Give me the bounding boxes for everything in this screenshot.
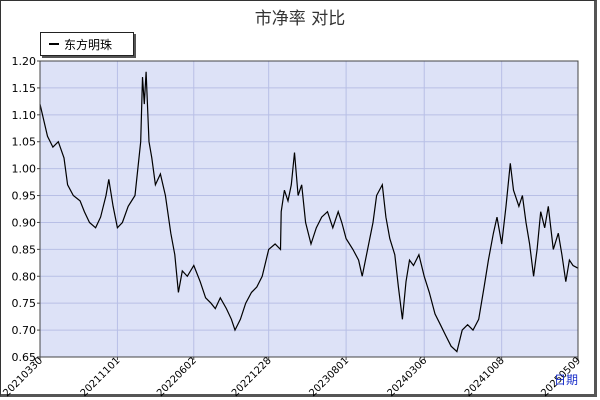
x-tick-label: 20240306 <box>386 355 430 399</box>
y-tick-label: 0.80 <box>12 270 37 283</box>
y-tick-label: 1.10 <box>12 109 37 122</box>
x-tick-label: 20220602 <box>155 355 199 399</box>
y-tick-label: 0.65 <box>12 351 37 364</box>
y-tick-label: 0.70 <box>12 324 37 337</box>
series-line-dongfang-mingzhu <box>39 71 579 353</box>
legend: 东方明珠 <box>40 32 134 56</box>
plot-area <box>40 61 578 357</box>
x-axis-ticks: 20210330 20211101 20220602 20221228 20230801… <box>1 355 583 399</box>
y-tick-label: 1.20 <box>12 55 37 68</box>
legend-line-swatch <box>49 43 59 45</box>
x-tick-label: 20241008 <box>463 355 507 399</box>
y-tick-label: 0.90 <box>12 216 37 229</box>
y-tick-label: 1.05 <box>12 136 37 149</box>
y-tick-label: 0.85 <box>12 243 37 256</box>
chart-title: 市净率 对比 <box>254 9 346 29</box>
x-tick-label: 20221228 <box>230 355 274 399</box>
y-tick-label: 0.95 <box>12 190 37 203</box>
x-tick-label: 20211101 <box>79 355 123 399</box>
grid-lines <box>39 60 579 358</box>
legend-label: 东方明珠 <box>64 37 113 52</box>
y-tick-label: 1.15 <box>12 82 37 95</box>
plot-border <box>39 60 579 358</box>
x-axis-title: 日期 <box>554 373 579 387</box>
y-tick-label: 0.75 <box>12 297 37 310</box>
x-tick-label: 20230801 <box>307 355 351 399</box>
y-axis-ticks: 1.20 1.15 1.10 1.05 1.00 0.95 0.90 0.85 0.80 0.75… <box>12 55 40 364</box>
y-tick-label: 1.00 <box>12 163 37 176</box>
